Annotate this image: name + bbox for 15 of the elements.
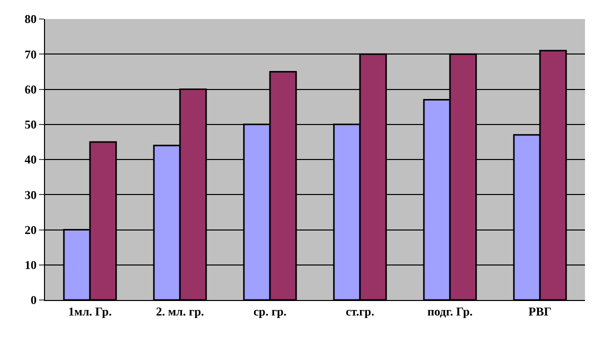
x-tick-label: 2. мл. гр. <box>156 304 204 318</box>
y-tick-label: 30 <box>24 188 37 202</box>
x-tick-label: ст.гр. <box>346 304 374 318</box>
y-tick-label: 70 <box>24 47 37 62</box>
x-tick-label: подг. Гр. <box>427 304 473 318</box>
y-tick-label: 50 <box>24 118 37 132</box>
y-tick-label: 80 <box>24 12 37 26</box>
x-tick-label: 1мл. Гр. <box>68 304 112 318</box>
x-tick-label: ср. гр. <box>253 304 287 318</box>
y-tick-label: 40 <box>24 152 37 167</box>
y-tick-label: 10 <box>24 258 37 272</box>
y-tick-label: 0 <box>30 293 37 308</box>
y-tick-label: 60 <box>24 82 37 96</box>
y-tick-label: 20 <box>24 222 37 237</box>
x-tick-label: РВГ <box>528 304 552 318</box>
